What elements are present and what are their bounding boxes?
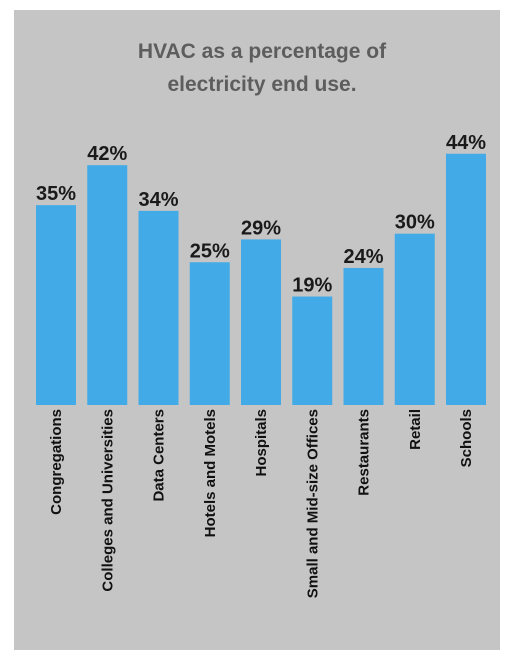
category-label: Retail	[407, 409, 424, 450]
bar-retail	[394, 233, 435, 405]
category-label: Restaurants	[356, 409, 373, 496]
bar-data-centers	[138, 210, 179, 405]
data-label: 34%	[138, 189, 178, 211]
category-label: Small and Mid-size Offices	[304, 409, 321, 598]
bar-schools	[446, 153, 486, 405]
category-label: Schools	[458, 409, 475, 467]
category-label: Data Centers	[151, 409, 168, 502]
bar-hotels-and-motels	[189, 262, 230, 405]
chart-title-line-1: HVAC as a percentage of	[138, 40, 387, 63]
bar-restaurants	[343, 267, 384, 405]
category-label: Hotels and Motels	[202, 409, 219, 537]
data-label: 25%	[190, 240, 230, 262]
category-label: Colleges and Universities	[99, 409, 116, 592]
bar-hospitals	[241, 239, 281, 405]
data-label: 24%	[343, 246, 383, 268]
bar-congregations	[36, 205, 76, 405]
data-label: 29%	[241, 217, 281, 239]
bar-small-and-mid-size-offices	[292, 296, 333, 405]
data-label: 42%	[87, 143, 127, 165]
bar-group: 35% Congregations 42% Colleges and Universi…	[36, 132, 486, 598]
category-label: Congregations	[48, 409, 65, 515]
data-label: 44%	[446, 132, 486, 154]
chart-title-line-2: electricity end use.	[167, 73, 356, 96]
data-label: 35%	[36, 183, 76, 205]
bar-colleges-and-universities	[87, 165, 128, 405]
data-label: 30%	[395, 212, 435, 234]
category-label: Hospitals	[253, 409, 270, 477]
data-label: 19%	[292, 275, 332, 297]
